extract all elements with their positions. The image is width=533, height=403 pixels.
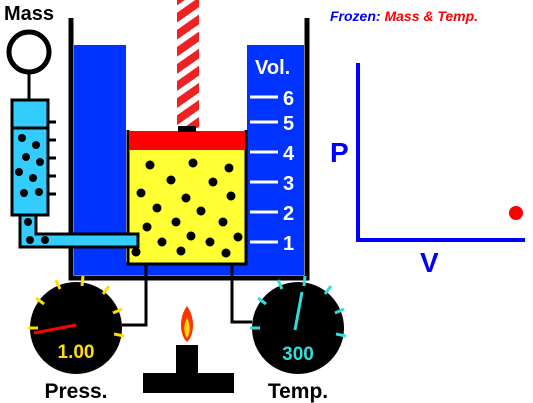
frozen-vars: Mass & Temp. xyxy=(384,8,479,24)
pressure-wire xyxy=(122,264,148,327)
pv-v-label: V xyxy=(420,247,439,278)
frozen-caption: Frozen: Mass & Temp. xyxy=(330,8,478,24)
temperature-needle xyxy=(293,291,304,331)
vol-tick-6: 6 xyxy=(283,88,294,110)
vol-tick-3: 3 xyxy=(283,173,294,195)
pv-graph xyxy=(356,63,525,242)
piston-rod xyxy=(177,0,199,128)
vol-tick-5: 5 xyxy=(283,113,294,135)
manometer-cap xyxy=(10,98,50,130)
pv-p-label: P xyxy=(330,137,349,168)
temperature-label: Temp. xyxy=(268,380,328,403)
water-container xyxy=(68,18,310,281)
tube-molecules xyxy=(24,218,49,244)
pv-axes xyxy=(356,63,525,242)
volume-ticks xyxy=(250,95,278,244)
vol-tick-4: 4 xyxy=(283,143,295,165)
pv-state-point xyxy=(509,206,523,220)
mass-label: Mass xyxy=(4,3,54,25)
gas-molecules xyxy=(131,158,243,258)
pressure-label: Press. xyxy=(44,380,107,403)
manometer-molecules xyxy=(15,134,44,197)
manometer-ticks xyxy=(48,120,56,196)
pressure-needle xyxy=(33,323,77,335)
vol-tick-1: 1 xyxy=(283,233,294,255)
frozen-label: Frozen: xyxy=(330,8,381,24)
pressure-value: 1.00 xyxy=(58,342,95,363)
piston xyxy=(129,131,245,150)
bunsen-burner xyxy=(143,306,234,393)
temperature-value: 300 xyxy=(282,344,314,365)
pressure-gauge xyxy=(28,275,125,374)
water-bath-right xyxy=(247,45,304,275)
temperature-gauge xyxy=(250,275,347,374)
temperature-wire xyxy=(230,264,252,324)
vol-tick-2: 2 xyxy=(283,203,294,225)
piston-rod-base xyxy=(178,126,196,132)
connecting-tube xyxy=(18,213,140,249)
volume-label: Vol. xyxy=(255,57,290,79)
mass-ring xyxy=(6,29,52,75)
gas-cylinder xyxy=(126,130,248,266)
